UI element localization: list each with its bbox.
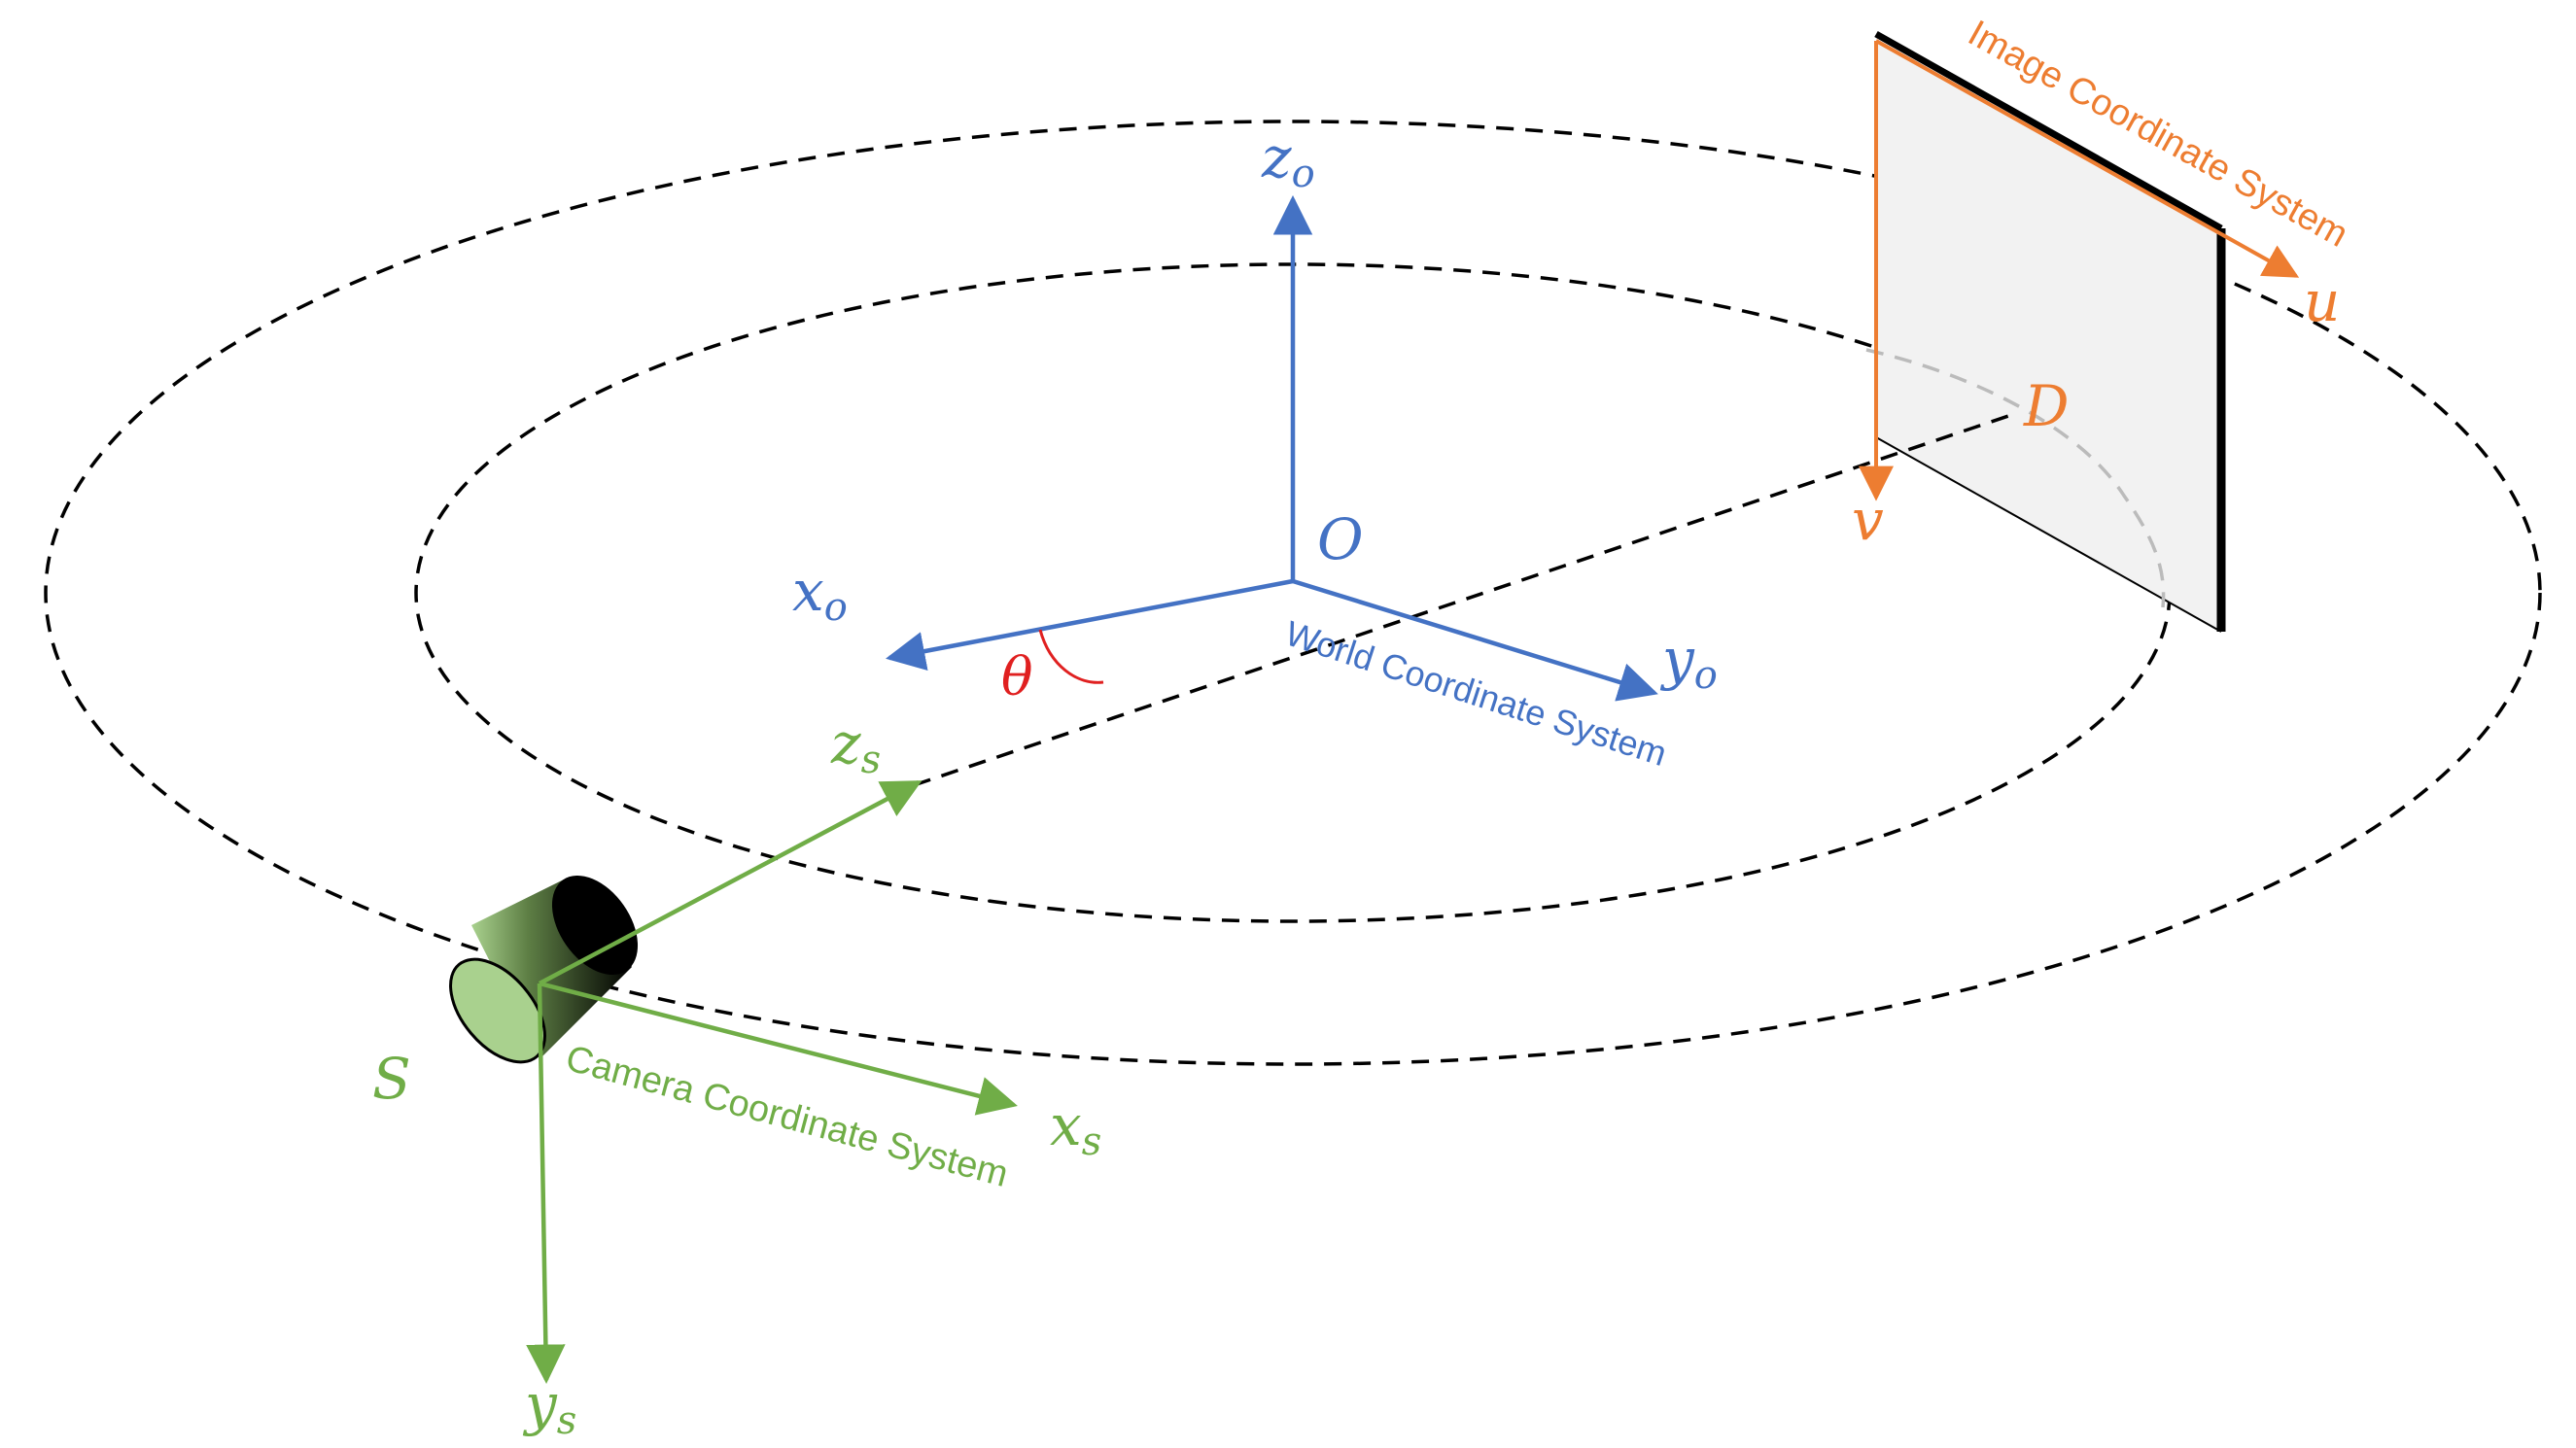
camera-y-label: ys [522,1371,576,1443]
outer-orbit [44,120,2542,1066]
central-ray [913,411,2018,787]
world-x-label: xo [792,558,848,630]
image-u-label: u [2304,268,2340,334]
image-u-axis [1875,39,2300,278]
hidden-orbit-arc [1865,348,2166,608]
camera-caption: Camera Coordinate System [562,1038,1013,1195]
camera-x-label: xs [1050,1092,1101,1164]
camera-y-axis [526,983,566,1385]
camera-z-label: zs [830,710,881,782]
theta-arc [1038,629,1104,684]
detector-label: D [2023,373,2070,439]
image-v-label: v [1852,487,1884,553]
theta-label: θ [1001,646,1033,707]
world-y-label: yo [1659,626,1718,698]
world-y-axis [1292,578,1658,702]
camera-x-axis [539,981,1018,1116]
source-label: S [372,1046,411,1112]
world-origin-label: O [1317,506,1364,572]
image-plane-top-edge [1874,30,2223,232]
camera-z-axis [538,780,922,985]
world-z-label: zo [1261,124,1315,196]
world-x-axis [886,578,1294,672]
camera-cylinder-icon [449,875,639,1064]
